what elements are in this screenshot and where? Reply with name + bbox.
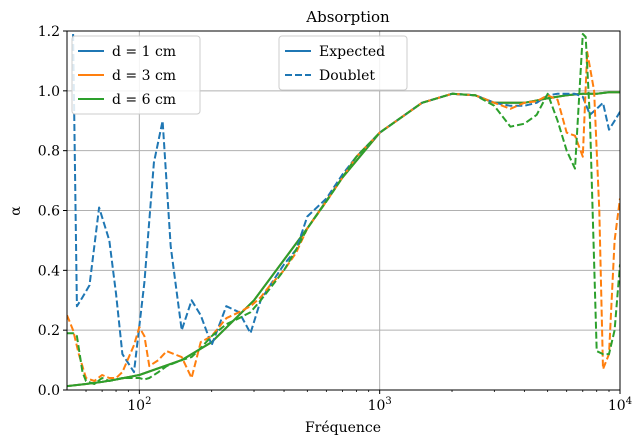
x-tick-label: 102 <box>127 396 151 414</box>
series-line-solid <box>67 92 620 386</box>
y-tick-label: 0.0 <box>38 383 60 399</box>
y-tick-label: 0.8 <box>38 144 60 160</box>
legend-label: Expected <box>319 44 385 60</box>
legend-label: d = 1 cm <box>112 44 176 60</box>
y-axis-label: α <box>8 206 24 216</box>
legend-label: d = 3 cm <box>112 68 176 84</box>
legends: d = 1 cm d = 3 cm d = 6 cm Expected Doublet <box>72 36 407 114</box>
y-tick-label: 0.2 <box>38 323 60 339</box>
y-tick-label: 1.0 <box>38 84 60 100</box>
x-tick-label: 103 <box>368 396 392 414</box>
y-tick-label: 0.6 <box>38 204 60 220</box>
chart-title: Absorption <box>305 8 390 26</box>
series-line-solid <box>67 92 620 386</box>
x-axis-label: Fréquence <box>305 420 381 436</box>
series-line-solid <box>67 92 620 386</box>
x-tick-label: 104 <box>608 396 632 414</box>
legend-label: Doublet <box>319 68 375 84</box>
y-tick-label: 1.2 <box>38 24 60 40</box>
legend-label: d = 6 cm <box>112 92 176 108</box>
y-tick-label: 0.4 <box>38 263 60 279</box>
